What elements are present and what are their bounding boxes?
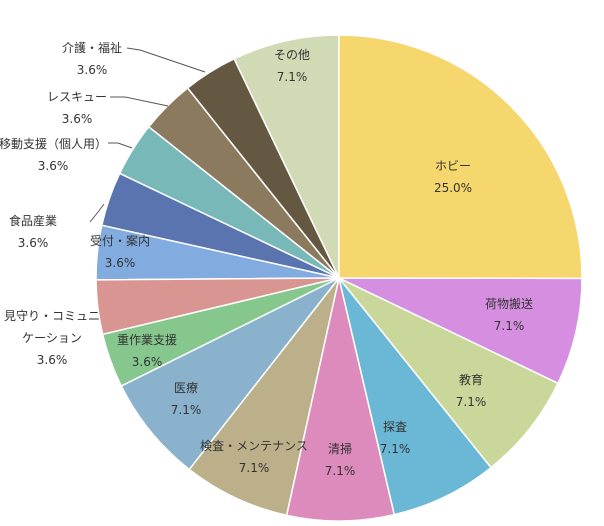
slice-label: 医療 7.1% [156, 377, 216, 421]
category-label: 清掃 [327, 442, 352, 456]
leader-line [110, 96, 169, 107]
category-label: その他 [273, 48, 310, 62]
value-label: 7.1% [238, 461, 270, 475]
category-label: 食品産業 [8, 214, 57, 228]
category-label: ホビー [434, 159, 471, 173]
slice-label: ホビー 25.0% [408, 155, 498, 199]
value-label: 7.1% [324, 464, 356, 478]
category-label: 見守り・コミュニケーション [3, 309, 100, 345]
slice-label: 移動支援（個人用） 3.6% [0, 133, 113, 177]
category-label: 介護・福祉 [61, 41, 122, 55]
value-label: 3.6% [104, 256, 136, 270]
value-label: 3.6% [17, 236, 49, 250]
pie-slice [120, 277, 340, 471]
value-label: 7.1% [455, 395, 487, 409]
category-label: レスキュー [46, 90, 107, 104]
slice-label: その他 7.1% [262, 44, 322, 88]
slice-label: 荷物搬送 7.1% [464, 293, 554, 337]
category-label: 教育 [458, 373, 483, 387]
value-label: 7.1% [379, 442, 411, 456]
pie-slice [233, 34, 340, 279]
slice-label: 介護・福祉 3.6% [47, 37, 137, 81]
category-label: 荷物搬送 [484, 297, 533, 311]
value-label: 7.1% [276, 70, 308, 84]
pie-slice [338, 277, 560, 469]
category-label: 検査・メンテナンス [200, 439, 308, 453]
value-label: 3.6% [76, 63, 108, 77]
slice-label: 検査・メンテナンス 7.1% [189, 435, 319, 479]
leader-line [108, 142, 133, 149]
category-label: 探査 [382, 420, 407, 434]
value-label: 7.1% [170, 403, 202, 417]
value-label: 3.6% [36, 353, 68, 367]
pie-slice [338, 34, 583, 280]
leader-line [126, 47, 206, 73]
slice-label: 食品産業 3.6% [0, 210, 73, 254]
slice-label: 見守り・コミュニケーション 3.6% [2, 305, 102, 371]
slice-label: 教育 7.1% [441, 369, 501, 413]
slice-label: レスキュー 3.6% [32, 86, 122, 130]
slice-label: 重作業支援 3.6% [102, 329, 192, 373]
category-label: 医療 [173, 381, 198, 395]
value-label: 3.6% [61, 112, 93, 126]
pie-slice [285, 277, 396, 522]
category-label: 受付・案内 [89, 234, 150, 248]
slice-label: 清掃 7.1% [310, 438, 370, 482]
value-label: 3.6% [37, 159, 69, 173]
pie-slice [338, 277, 493, 516]
pie-slice [338, 277, 583, 385]
pie-slice [188, 277, 340, 517]
value-label: 3.6% [131, 355, 163, 369]
value-label: 25.0% [433, 181, 473, 195]
category-label: 移動支援（個人用） [0, 137, 107, 151]
value-label: 7.1% [493, 319, 525, 333]
slice-label: 受付・案内 3.6% [75, 230, 165, 274]
leader-line [89, 203, 105, 223]
slice-label: 探査 7.1% [365, 416, 425, 460]
category-label: 重作業支援 [116, 333, 177, 347]
